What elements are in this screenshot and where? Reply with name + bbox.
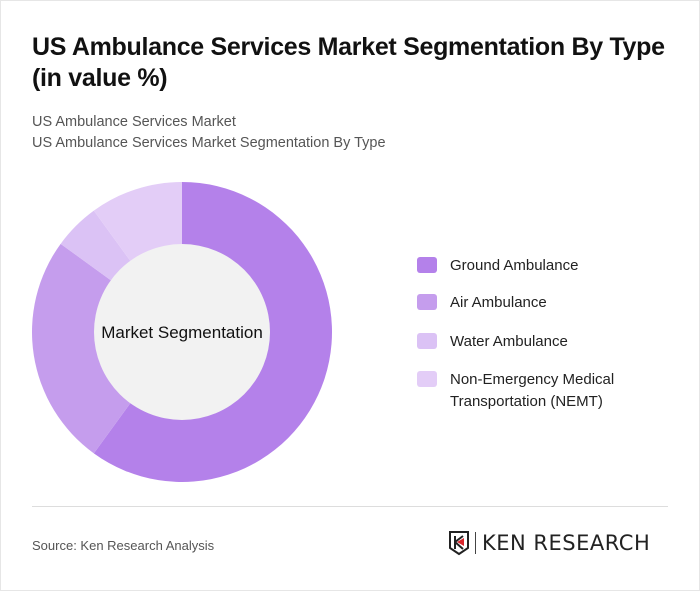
page-title: US Ambulance Services Market Segmentatio…	[32, 33, 665, 92]
legend-item-ground[interactable]: Ground Ambulance	[417, 255, 677, 277]
legend-swatch	[417, 333, 437, 349]
divider	[32, 506, 668, 507]
source-note: Source: Ken Research Analysis	[32, 538, 215, 553]
ken-logo-icon	[449, 531, 469, 556]
legend-swatch	[417, 371, 437, 387]
legend-label: Non-Emergency Medical Transportation (NE…	[450, 371, 615, 410]
legend-item-nemt[interactable]: Non-Emergency Medical Transportation (NE…	[417, 369, 637, 413]
subtitle-segmentation: US Ambulance Services Market Segmentatio…	[32, 135, 386, 151]
donut-center	[94, 244, 270, 420]
legend-label: Water Ambulance	[450, 333, 568, 350]
logo-text: KEN RESEARCH	[482, 531, 651, 555]
ken-research-logo: KEN RESEARCH	[448, 530, 650, 556]
legend-item-air[interactable]: Air Ambulance	[417, 292, 677, 314]
legend-swatch	[417, 257, 437, 273]
logo-divider	[475, 532, 476, 554]
legend-label: Air Ambulance	[450, 294, 547, 311]
legend-label: Ground Ambulance	[450, 257, 579, 274]
legend-item-water[interactable]: Water Ambulance	[417, 331, 677, 353]
subtitle-market: US Ambulance Services Market	[32, 114, 236, 130]
center-label: Market Segmentation	[101, 323, 263, 342]
legend-swatch	[417, 294, 437, 310]
donut-chart: Market Segmentation	[32, 182, 332, 482]
